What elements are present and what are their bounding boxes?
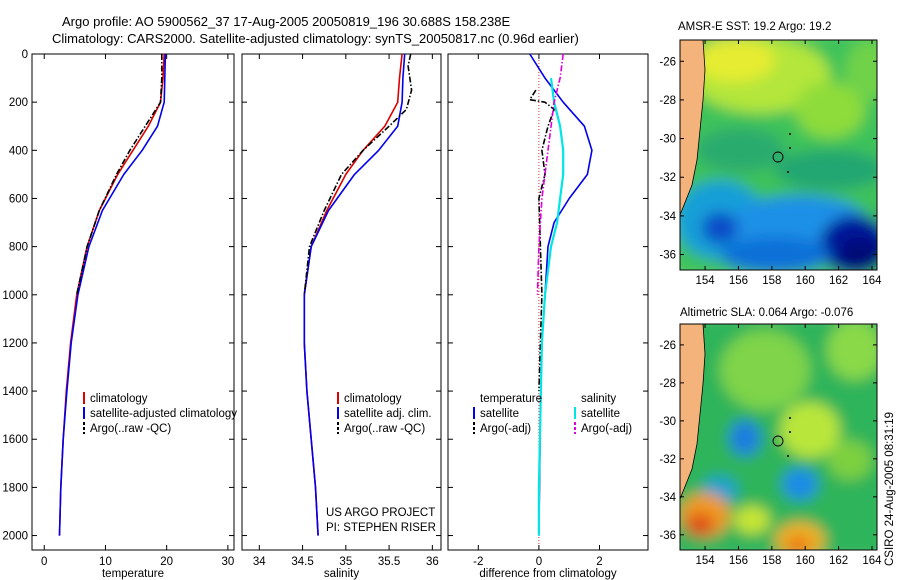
legend-satellite-adjusted: satellite-adjusted climatology [90, 408, 237, 420]
y-tick-label: 600 [9, 193, 28, 205]
series-satellite-adjusted-climatology [58, 53, 167, 536]
series-salinity-argo-adj- [536, 53, 564, 295]
legend-argo: Argo(..raw -QC) [344, 423, 425, 435]
map-x-tick-label: 162 [829, 555, 848, 567]
x-tick-label: 0 [536, 556, 542, 568]
map-y-tick-label: -30 [659, 134, 676, 146]
sst-coastline [680, 40, 706, 216]
map-x-tick-label: 154 [695, 555, 715, 567]
map-x-tick-label: 164 [862, 275, 882, 287]
y-tick-label: 400 [9, 145, 28, 157]
x-tick-label: 30 [221, 556, 234, 568]
sla-map-frame [679, 323, 878, 551]
x-axis-label: salinity [324, 568, 359, 580]
salinity-panel: 34 34.5 35 35.5 36 salinity [241, 53, 442, 580]
sla-argo-marker [772, 435, 784, 447]
map-x-tick-label: 164 [862, 555, 882, 567]
map-x-tick-label: 156 [729, 275, 748, 287]
map-y-tick-label: -28 [659, 378, 676, 390]
legend-salinity-heading: salinity [581, 393, 616, 405]
x-tick-label: 0 [41, 556, 47, 568]
axes-frame [31, 53, 235, 551]
map-x-tick-label: 160 [796, 555, 815, 567]
map-y-tick-label: -36 [659, 250, 676, 262]
map-y-tick-label: -30 [659, 416, 676, 428]
sst-field [680, 40, 877, 270]
legend-t-argo: Argo(-adj) [480, 423, 531, 435]
project-name: US ARGO PROJECT [326, 507, 435, 519]
axes-frame [447, 53, 649, 551]
sla-field [680, 324, 877, 550]
temperature-panel: 0 10 20 30 0 200 400 600 800 1000 1200 1400 1600 1800… [2, 49, 235, 580]
sst-map-title: AMSR-E SST: 19.2 Argo: 19.2 [678, 21, 831, 33]
sst-map: 154 156 158 160 162 164 -26 -28 -30 -32 -34 -36 [659, 39, 882, 287]
sla-map: 154 156 158 160 162 164 -26 -28 -30 -32 -34 -36 [659, 323, 882, 567]
map-y-tick-label: -34 [659, 492, 676, 504]
x-tick-label: 34.5 [291, 556, 313, 568]
y-tick-label: 1200 [2, 338, 28, 350]
sst-map-frame [679, 39, 878, 271]
x-axis-label: difference from climatology [479, 568, 616, 580]
series-salinity-satellite [537, 77, 565, 536]
x-tick-label: 35 [339, 556, 352, 568]
map-y-tick-label: -34 [659, 211, 676, 223]
map-x-tick-label: 154 [695, 275, 715, 287]
x-tick-label: 10 [99, 556, 112, 568]
x-axis-label: temperature [102, 568, 164, 580]
series-argo-raw-qc- [303, 53, 413, 295]
map-y-tick-label: -36 [659, 530, 676, 542]
series-climatology [58, 53, 165, 536]
map-y-tick-label: -28 [659, 95, 676, 107]
map-x-tick-label: 158 [762, 275, 781, 287]
header-line1: Argo profile: AO 5900562_37 17-Aug-2005 … [62, 14, 510, 29]
header-line2: Climatology: CARS2000. Satellite-adjuste… [52, 31, 579, 46]
legend-s-argo: Argo(-adj) [581, 423, 632, 435]
series-argo-raw-qc- [75, 54, 163, 295]
map-y-tick-label: -32 [659, 454, 676, 466]
project-pi: PI: STEPHEN RISER [326, 522, 436, 534]
x-tick-label: -2 [473, 556, 483, 568]
series-satellite-adj-clim- [303, 53, 406, 536]
y-tick-label: 1000 [2, 290, 28, 302]
y-tick-label: 2000 [2, 531, 28, 543]
salinity-legend: climatology satellite adj. clim. Argo(..… [337, 392, 432, 435]
legend-climatology: climatology [90, 393, 148, 405]
map-x-tick-label: 158 [762, 555, 781, 567]
x-tick-label: 2 [596, 556, 602, 568]
sla-map-title: Altimetric SLA: 0.064 Argo: -0.076 [680, 307, 853, 319]
sst-argo-marker [772, 151, 784, 163]
map-y-tick-label: -26 [659, 56, 676, 68]
y-tick-label: 200 [9, 97, 28, 109]
legend-temperature-heading: temperature [480, 393, 542, 405]
series-climatology [303, 53, 403, 536]
sla-coastline [680, 324, 706, 500]
y-tick-label: 800 [9, 242, 28, 254]
legend-argo: Argo(..raw -QC) [90, 423, 171, 435]
y-tick-label: 1400 [2, 386, 28, 398]
y-tick-label: 0 [22, 49, 28, 61]
legend-t-satellite: satellite [480, 408, 519, 420]
y-tick-label: 1800 [2, 482, 28, 494]
map-x-tick-label: 156 [729, 555, 748, 567]
map-x-tick-label: 162 [829, 275, 848, 287]
sla-land [680, 324, 705, 499]
side-timestamp: CSIRO 24-Aug-2005 08:31:19 [884, 412, 896, 566]
x-tick-label: 35.5 [378, 556, 400, 568]
legend-s-satellite: satellite [581, 408, 620, 420]
x-tick-label: 20 [160, 556, 173, 568]
series-temperature-argo-adj- [528, 89, 555, 392]
map-x-tick-label: 160 [796, 275, 815, 287]
difference-legend: temperature satellite Argo(-adj) salinit… [473, 393, 632, 435]
temperature-legend: climatology satellite-adjusted climatolo… [83, 392, 237, 435]
map-y-tick-label: -32 [659, 172, 676, 184]
sst-land [680, 40, 705, 215]
legend-climatology: climatology [344, 393, 402, 405]
x-tick-label: 34 [253, 556, 266, 568]
x-tick-label: 36 [426, 556, 439, 568]
legend-satellite-adj: satellite adj. clim. [344, 408, 432, 420]
y-tick-label: 1600 [2, 434, 28, 446]
map-y-tick-label: -26 [659, 340, 676, 352]
axes-frame [241, 53, 442, 551]
